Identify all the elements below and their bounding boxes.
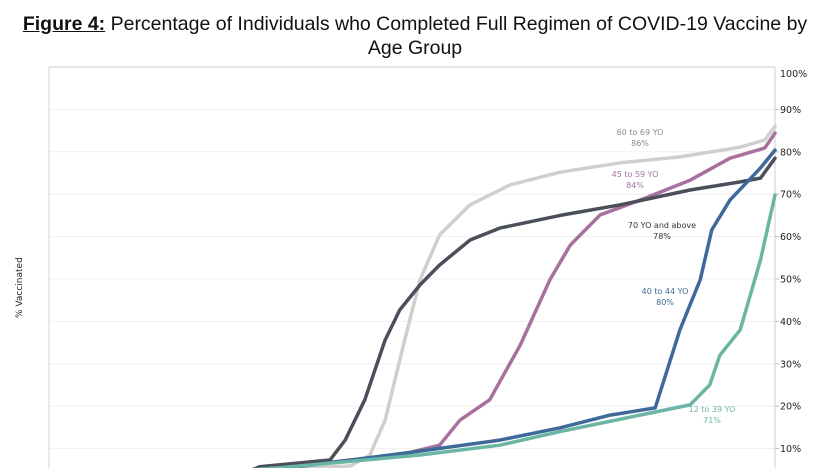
series-line-60-to-69-yo: [253, 124, 777, 468]
y-tick-label: 80%: [780, 147, 801, 158]
annotation-value: 78%: [653, 232, 671, 241]
y-tick-label: 30%: [780, 359, 801, 370]
series-line-70-yo-and-above: [252, 156, 777, 468]
y-tick-label: 90%: [780, 105, 801, 116]
y-tick-label: 70%: [780, 190, 801, 201]
chart-title: Figure 4: Percentage of Individuals who …: [0, 12, 830, 60]
y-tick-label: 60%: [780, 232, 801, 243]
chart-title-line1: Figure 4: Percentage of Individuals who …: [0, 12, 830, 36]
y-tick-label: 20%: [780, 402, 801, 413]
annotation-label: 70 YO and above: [628, 221, 696, 230]
title-text: Percentage of Individuals who Completed …: [105, 13, 808, 35]
y-tick-label: 10%: [780, 444, 801, 455]
y-tick-label: 40%: [780, 317, 801, 328]
gridlines: [49, 66, 775, 450]
figure-label: Figure 4:: [22, 13, 106, 35]
chart-title-line2: Age Group: [367, 37, 463, 59]
series-lines: [252, 124, 777, 468]
series-line-12-to-39-yo: [252, 193, 777, 468]
annotation-label: 45 to 59 YO: [612, 170, 659, 179]
y-axis-ticks: 10% 20% 30% 40% 50% 60% 70% 80% 90% 100%: [775, 69, 807, 455]
annotation-60-to-69-yo: 60 to 69 YO 86%: [617, 128, 664, 148]
series-annotations: 60 to 69 YO 86% 45 to 59 YO 84% 70 YO and ab…: [612, 128, 736, 425]
annotation-label: 40 to 44 YO: [642, 287, 689, 296]
annotation-value: 80%: [656, 298, 674, 307]
y-tick-label: 100%: [780, 69, 807, 80]
annotation-label: 60 to 69 YO: [617, 128, 664, 137]
annotation-value: 86%: [631, 139, 649, 148]
annotation-value: 71%: [703, 416, 721, 425]
annotation-70-yo-and-above: 70 YO and above 78%: [628, 221, 696, 241]
annotation-12-to-39-yo: 12 to 39 YO 71%: [689, 405, 736, 425]
annotation-value: 84%: [626, 181, 644, 190]
annotation-40-to-44-yo: 40 to 44 YO 80%: [642, 287, 689, 307]
y-tick-label: 50%: [780, 275, 801, 286]
annotation-45-to-59-yo: 45 to 59 YO 84%: [612, 170, 659, 190]
annotation-label: 12 to 39 YO: [689, 405, 736, 414]
series-line-40-to-44-yo: [252, 148, 777, 468]
